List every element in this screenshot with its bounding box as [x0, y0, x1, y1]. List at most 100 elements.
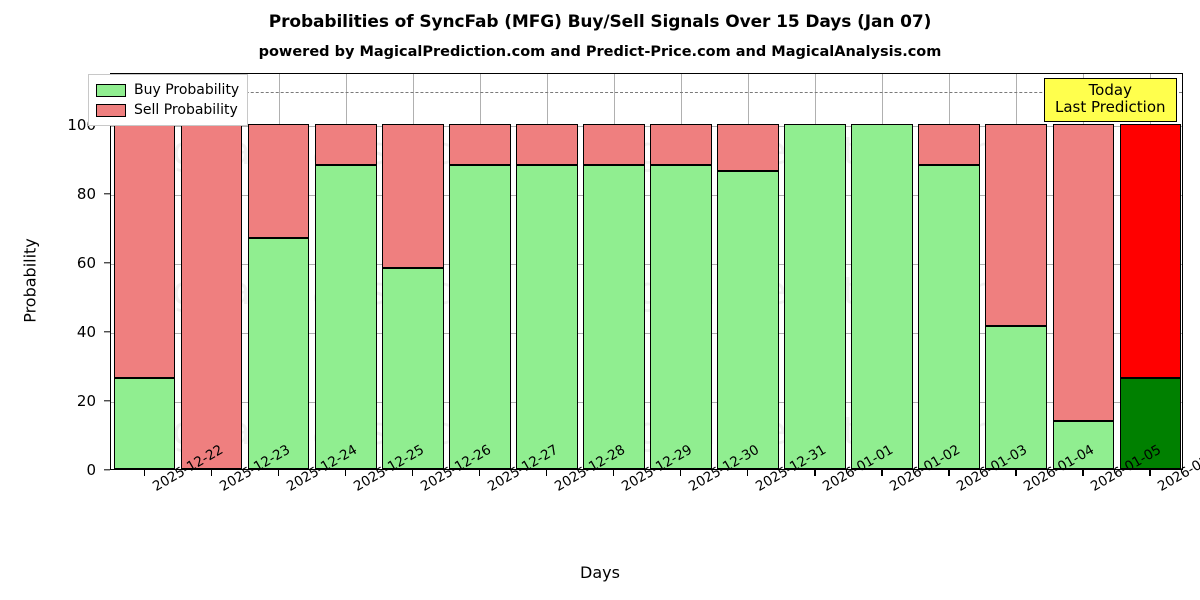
- gridline-horizontal: [111, 126, 1182, 127]
- x-axis-tick-label: 2026-01-03: [954, 442, 1030, 495]
- y-axis-tick-mark: [104, 262, 110, 264]
- bar-segment-buy: [918, 164, 981, 469]
- y-axis-tick-label: 40: [76, 323, 96, 341]
- bar-group: [784, 74, 846, 469]
- x-axis-tick-mark: [478, 470, 481, 476]
- x-axis-tick-label: 2026-01-01: [820, 442, 896, 495]
- bar-group: [1052, 74, 1115, 469]
- x-axis-tick-mark: [1015, 470, 1017, 476]
- x-axis-title: Days: [580, 563, 620, 582]
- x-axis-tick-mark: [680, 470, 682, 476]
- y-axis-tick-mark: [104, 193, 110, 195]
- bar-group: [851, 74, 914, 469]
- x-axis-tick-label: 2025-12-24: [284, 442, 360, 495]
- legend-item-buy: Buy Probability: [96, 80, 239, 100]
- bar-segment-buy: [1052, 421, 1115, 469]
- bar-group: [583, 74, 645, 469]
- gridline-horizontal: [111, 333, 1182, 334]
- today-annotation: Today Last Prediction: [1044, 78, 1177, 122]
- legend-label-buy: Buy Probability: [134, 82, 240, 98]
- bar-segment-sell: [583, 124, 645, 165]
- bar-group: [516, 74, 578, 469]
- bar-group: [180, 74, 243, 469]
- bar-segment-buy: [381, 267, 444, 469]
- bar-group: [717, 74, 779, 469]
- x-axis-tick-mark: [1149, 470, 1151, 476]
- bar-segment-buy: [247, 237, 310, 469]
- reference-dashed-line: [111, 91, 1182, 93]
- x-axis-tick-mark: [277, 470, 280, 476]
- y-axis-tick-mark: [104, 331, 110, 333]
- bar-segment-sell: [381, 124, 444, 268]
- bar-segment-sell: [113, 124, 176, 379]
- x-axis-tick-label: 2026-01-06: [1155, 442, 1200, 495]
- bar-segment-sell: [314, 124, 377, 165]
- bar-segment-sell: [180, 124, 243, 469]
- x-axis-tick-mark: [411, 470, 414, 476]
- x-axis-tick-mark: [948, 470, 950, 476]
- bar-group: [247, 74, 310, 469]
- bar-segment-sell: [985, 124, 1048, 326]
- y-axis-title: Probability: [20, 238, 40, 323]
- bar-segment-buy: [650, 164, 712, 469]
- today-annotation-line1: Today: [1088, 81, 1132, 99]
- bar-segment-buy: [1119, 378, 1182, 469]
- x-axis-tick-mark: [881, 470, 883, 476]
- gridline-horizontal: [111, 402, 1182, 403]
- y-axis-tick-label: 0: [86, 461, 96, 479]
- y-axis-tick-mark: [104, 400, 110, 402]
- bar-segment-buy: [851, 124, 914, 469]
- bar-group: [650, 74, 712, 469]
- x-axis-tick-label: 2026-01-02: [887, 442, 963, 495]
- x-axis-tick-mark: [143, 470, 145, 476]
- bar-segment-buy: [717, 170, 779, 469]
- bar-group: [918, 74, 981, 469]
- y-axis-tick-label: 80: [76, 185, 96, 203]
- bar-segment-sell: [516, 124, 578, 165]
- x-axis-tick-label: 2026-01-05: [1088, 442, 1164, 495]
- chart-title: Probabilities of SyncFab (MFG) Buy/Sell …: [268, 12, 932, 32]
- bar-segment-buy: [784, 124, 846, 469]
- bar-segment-sell: [1052, 124, 1115, 422]
- bar-segment-sell: [448, 124, 511, 165]
- chart-subtitle: powered by MagicalPrediction.com and Pre…: [258, 44, 942, 60]
- bar-segment-buy: [985, 325, 1048, 469]
- x-axis-tick-mark: [210, 470, 212, 476]
- x-axis-tick-label: 2025-12-29: [619, 442, 695, 495]
- x-axis-tick-label: 2025-12-28: [552, 442, 628, 495]
- y-axis-tick-label: 60: [76, 254, 96, 272]
- legend-label-sell: Sell Probability: [134, 102, 238, 118]
- x-axis-tick-label: 2025-12-26: [418, 442, 494, 495]
- bar-segment-buy: [314, 164, 377, 469]
- y-axis: 0 20 40 60 80 100: [0, 0, 110, 600]
- x-axis-tick-label: 2026-01-04: [1021, 442, 1097, 495]
- bar-group: [1119, 74, 1182, 469]
- bar-group: [113, 74, 176, 469]
- bar-segment-buy: [448, 164, 511, 469]
- x-axis-tick-label: 2025-12-30: [686, 442, 762, 495]
- x-axis-tick-mark: [612, 470, 615, 476]
- chart-legend: Buy Probability Sell Probability: [88, 74, 249, 126]
- legend-swatch-sell: [96, 103, 126, 117]
- y-axis-tick-label: 20: [76, 392, 96, 410]
- x-axis-tick-mark: [814, 470, 816, 476]
- x-axis-tick-label: 2025-12-27: [485, 442, 561, 495]
- x-axis-tick-label: 2025-12-25: [351, 442, 427, 495]
- bar-segment-sell: [247, 124, 310, 238]
- legend-item-sell: Sell Probability: [96, 100, 239, 120]
- legend-swatch-buy: [96, 83, 126, 97]
- bar-segment-buy: [516, 164, 578, 469]
- x-axis-tick-mark: [747, 470, 749, 476]
- bar-group: [381, 74, 444, 469]
- x-axis-tick-label: 2025-12-22: [150, 442, 226, 495]
- gridline-horizontal: [111, 264, 1182, 265]
- bar-segment-buy: [113, 378, 176, 469]
- bar-segment-sell: [650, 124, 712, 165]
- x-axis-tick-label: 2025-12-31: [753, 442, 829, 495]
- bar-group: [985, 74, 1048, 469]
- plot-area: MagicalAnalysis.comMagicalPrediction.com…: [110, 73, 1183, 470]
- bar-group: [448, 74, 511, 469]
- bar-segment-sell: [717, 124, 779, 171]
- x-axis-tick-mark: [545, 470, 548, 476]
